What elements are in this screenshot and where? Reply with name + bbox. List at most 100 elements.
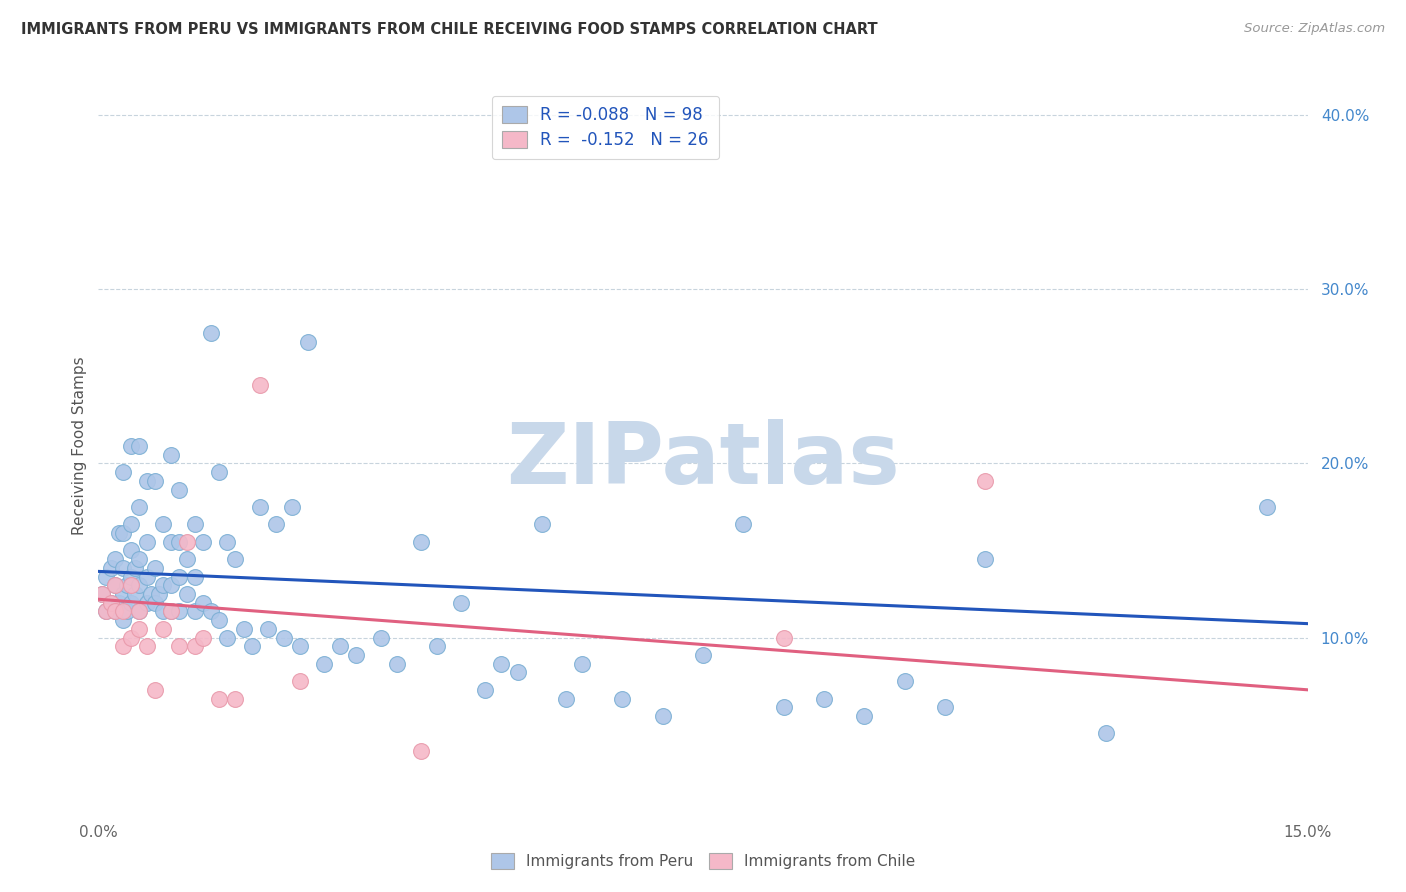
Point xyxy=(853,709,876,723)
Point xyxy=(426,640,449,654)
Point xyxy=(160,448,183,462)
Point xyxy=(813,691,835,706)
Point xyxy=(167,604,190,618)
Point xyxy=(103,578,125,592)
Point xyxy=(208,465,231,479)
Point xyxy=(96,604,118,618)
Point xyxy=(167,640,190,654)
Point xyxy=(167,483,190,497)
Point xyxy=(491,657,513,671)
Point xyxy=(96,604,118,618)
Point xyxy=(100,596,122,610)
Point xyxy=(288,640,311,654)
Point xyxy=(91,587,114,601)
Point xyxy=(120,631,142,645)
Point xyxy=(96,569,118,583)
Point xyxy=(120,543,142,558)
Point xyxy=(409,744,432,758)
Point xyxy=(124,587,146,601)
Point xyxy=(370,631,392,645)
Legend: Immigrants from Peru, Immigrants from Chile: Immigrants from Peru, Immigrants from Ch… xyxy=(485,847,921,875)
Text: Source: ZipAtlas.com: Source: ZipAtlas.com xyxy=(1244,22,1385,36)
Point xyxy=(974,552,997,566)
Point xyxy=(329,640,352,654)
Point xyxy=(612,691,634,706)
Point xyxy=(692,648,714,662)
Point xyxy=(264,517,287,532)
Point xyxy=(111,587,134,601)
Point xyxy=(208,613,231,627)
Point xyxy=(143,682,166,697)
Point xyxy=(184,517,207,532)
Point xyxy=(111,613,134,627)
Point xyxy=(772,700,794,714)
Point xyxy=(103,604,125,618)
Point xyxy=(128,604,150,618)
Point xyxy=(135,474,157,488)
Point xyxy=(135,569,157,583)
Point xyxy=(530,517,553,532)
Point xyxy=(772,631,794,645)
Point xyxy=(148,587,170,601)
Point xyxy=(167,534,190,549)
Point xyxy=(571,657,593,671)
Point xyxy=(385,657,408,671)
Point xyxy=(160,604,183,618)
Point xyxy=(506,665,529,680)
Point xyxy=(128,500,150,514)
Point xyxy=(111,604,134,618)
Point xyxy=(120,596,142,610)
Point xyxy=(152,578,174,592)
Point xyxy=(288,674,311,689)
Point xyxy=(128,578,150,592)
Point xyxy=(143,474,166,488)
Point xyxy=(128,604,150,618)
Point xyxy=(193,631,215,645)
Point xyxy=(893,674,915,689)
Point xyxy=(143,561,166,575)
Point xyxy=(111,640,134,654)
Point xyxy=(297,334,319,349)
Point xyxy=(184,604,207,618)
Point xyxy=(143,596,166,610)
Point xyxy=(160,578,183,592)
Point xyxy=(733,517,755,532)
Point xyxy=(249,378,271,392)
Point xyxy=(111,465,134,479)
Point xyxy=(176,587,198,601)
Point xyxy=(103,552,125,566)
Point xyxy=(120,439,142,453)
Point xyxy=(224,552,246,566)
Point xyxy=(176,552,198,566)
Point xyxy=(273,631,295,645)
Point xyxy=(217,631,239,645)
Point xyxy=(152,622,174,636)
Point xyxy=(167,569,190,583)
Point xyxy=(217,534,239,549)
Point xyxy=(107,596,129,610)
Point xyxy=(103,578,125,592)
Point xyxy=(974,474,997,488)
Point xyxy=(1095,726,1118,740)
Point xyxy=(249,500,271,514)
Point xyxy=(135,640,157,654)
Point xyxy=(115,604,138,618)
Point xyxy=(232,622,254,636)
Point xyxy=(128,552,150,566)
Point xyxy=(314,657,336,671)
Point xyxy=(128,622,150,636)
Point xyxy=(1256,500,1278,514)
Point xyxy=(176,534,198,549)
Point xyxy=(934,700,956,714)
Point xyxy=(115,578,138,592)
Point xyxy=(240,640,263,654)
Point xyxy=(139,587,162,601)
Text: ZIPatlas: ZIPatlas xyxy=(506,419,900,502)
Point xyxy=(152,517,174,532)
Point xyxy=(200,326,222,340)
Point xyxy=(200,604,222,618)
Point xyxy=(224,691,246,706)
Point xyxy=(208,691,231,706)
Point xyxy=(91,587,114,601)
Text: IMMIGRANTS FROM PERU VS IMMIGRANTS FROM CHILE RECEIVING FOOD STAMPS CORRELATION : IMMIGRANTS FROM PERU VS IMMIGRANTS FROM … xyxy=(21,22,877,37)
